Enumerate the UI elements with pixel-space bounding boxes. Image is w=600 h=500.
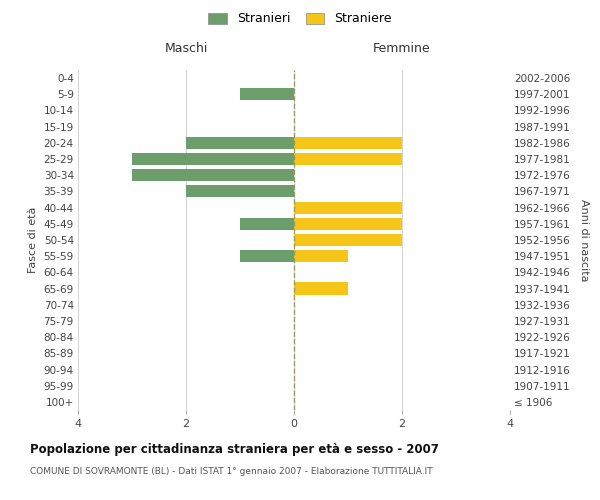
Bar (294, 282, 348, 294)
Bar (240, 250, 294, 262)
Bar (294, 234, 402, 246)
Text: Femmine: Femmine (373, 42, 431, 55)
Y-axis label: Anni di nascita: Anni di nascita (579, 198, 589, 281)
Bar (294, 218, 402, 230)
Legend: Stranieri, Straniere: Stranieri, Straniere (205, 8, 395, 29)
Bar (294, 202, 402, 213)
Bar (186, 137, 294, 149)
Bar (240, 218, 294, 230)
Y-axis label: Fasce di età: Fasce di età (28, 207, 38, 273)
Bar (294, 153, 402, 165)
Bar (132, 153, 294, 165)
Bar (294, 137, 402, 149)
Text: Popolazione per cittadinanza straniera per età e sesso - 2007: Popolazione per cittadinanza straniera p… (30, 442, 439, 456)
Text: COMUNE DI SOVRAMONTE (BL) - Dati ISTAT 1° gennaio 2007 - Elaborazione TUTTITALIA: COMUNE DI SOVRAMONTE (BL) - Dati ISTAT 1… (30, 468, 433, 476)
Bar (294, 250, 348, 262)
Bar (132, 169, 294, 181)
Bar (240, 88, 294, 101)
Bar (186, 186, 294, 198)
Text: Maschi: Maschi (164, 42, 208, 55)
